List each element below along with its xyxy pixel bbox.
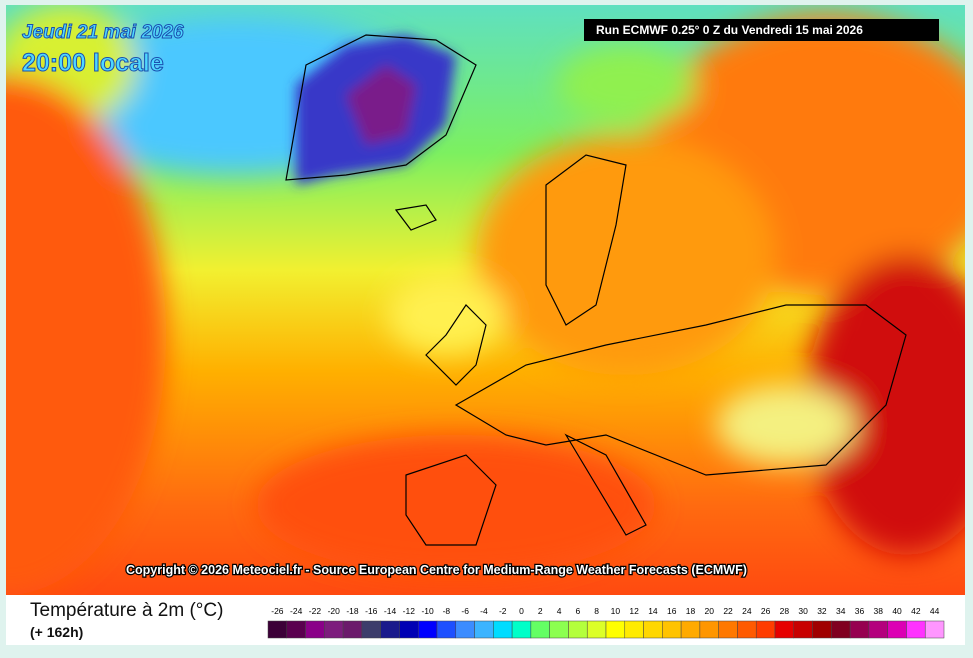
forecast-time: 20:00 locale [22,49,164,77]
colorbar-cell [755,620,776,639]
colorbar-label: 28 [780,606,790,616]
colorbar-label: -6 [461,606,469,616]
colorbar-label: 12 [629,606,639,616]
colorbar-cell [417,620,438,639]
colorbar-cell [342,620,363,639]
legend-subtitle: (+ 162h) [30,624,84,640]
colorbar-cell [568,620,588,639]
colorbar-label: 6 [575,606,580,616]
colorbar-cell [324,620,344,639]
colorbar-cell [831,620,851,639]
colorbar-cell [436,620,457,639]
colorbar: -26 -24 -22 -20 -18 -16 -14 -12 -10 -8 -6 -4 -2 0 2 4 6 8… [267,606,945,639]
colorbar-cell [305,620,325,639]
colorbar-cell [605,620,626,639]
colorbar-cell [699,620,719,639]
colorbar-label: -16 [365,606,378,616]
colorbar-label: 20 [705,606,715,616]
colorbar-label: -14 [384,606,397,616]
colorbar-label: 38 [874,606,884,616]
legend-title: Température à 2m (°C) [30,600,224,621]
temperature-map: Jeudi 21 mai 2026 20:00 locale Run ECMWF… [6,5,965,595]
colorbar-cell [267,620,288,639]
colorbar-cell [868,620,888,639]
colorbar-label: 10 [611,606,621,616]
colorbar-cell [586,620,607,639]
run-box [584,19,939,41]
colorbar-cell [662,620,682,639]
colorbar-cell [455,620,475,639]
colorbar-cell [286,620,306,639]
colorbar-cell [906,620,926,639]
colorbar-label: 22 [723,606,733,616]
coastlines [285,34,907,546]
colorbar-cell [737,620,757,639]
colorbar-label: -24 [290,606,303,616]
colorbar-label: 36 [855,606,865,616]
colorbar-cell [493,620,513,639]
copyright: Copyright © 2026 Meteociel.fr - Source E… [126,563,747,577]
colorbar-label: 26 [761,606,771,616]
colorbar-label: 4 [557,606,562,616]
colorbar-label: -2 [499,606,507,616]
colorbar-cell [924,620,945,639]
colorbar-cell [680,620,701,639]
colorbar-cell [774,620,795,639]
colorbar-cell [530,620,550,639]
colorbar-label: -8 [443,606,451,616]
colorbar-label: 40 [892,606,902,616]
colorbar-cell [793,620,813,639]
colorbar-label: -22 [309,606,322,616]
colorbar-label: 44 [930,606,940,616]
colorbar-label: 14 [648,606,658,616]
colorbar-label: 16 [667,606,677,616]
colorbar-cell [643,620,663,639]
colorbar-label: 34 [836,606,846,616]
colorbar-label: -20 [328,606,341,616]
colorbar-label: 0 [519,606,524,616]
colorbar-cell [474,620,494,639]
colorbar-label: 24 [742,606,752,616]
colorbar-label: 18 [686,606,696,616]
legend: Température à 2m (°C) (+ 162h) -26 -24 -22… [6,595,965,645]
colorbar-cell [887,620,907,639]
run-info: Run ECMWF 0.25° 0 Z du Vendredi 15 mai 2… [596,23,863,37]
colorbar-cell [624,620,644,639]
colorbar-cell [380,620,400,639]
colorbar-cell [361,620,381,639]
forecast-date: Jeudi 21 mai 2026 [22,22,184,43]
colorbar-label: -10 [421,606,434,616]
colorbar-label: 42 [911,606,921,616]
colorbar-cell [718,620,738,639]
colorbar-cell [399,620,419,639]
colorbar-label: 8 [594,606,599,616]
colorbar-cell [549,620,569,639]
colorbar-label: -4 [480,606,488,616]
colorbar-cell [511,620,532,639]
colorbar-label: -26 [271,606,284,616]
colorbar-label: -18 [346,606,359,616]
colorbar-cell [812,620,832,639]
colorbar-label: 30 [798,606,808,616]
greenland-cold [296,35,456,185]
colorbar-label: 2 [538,606,543,616]
colorbar-cell [849,620,870,639]
colorbar-label: 32 [817,606,827,616]
colorbar-label: -12 [403,606,416,616]
